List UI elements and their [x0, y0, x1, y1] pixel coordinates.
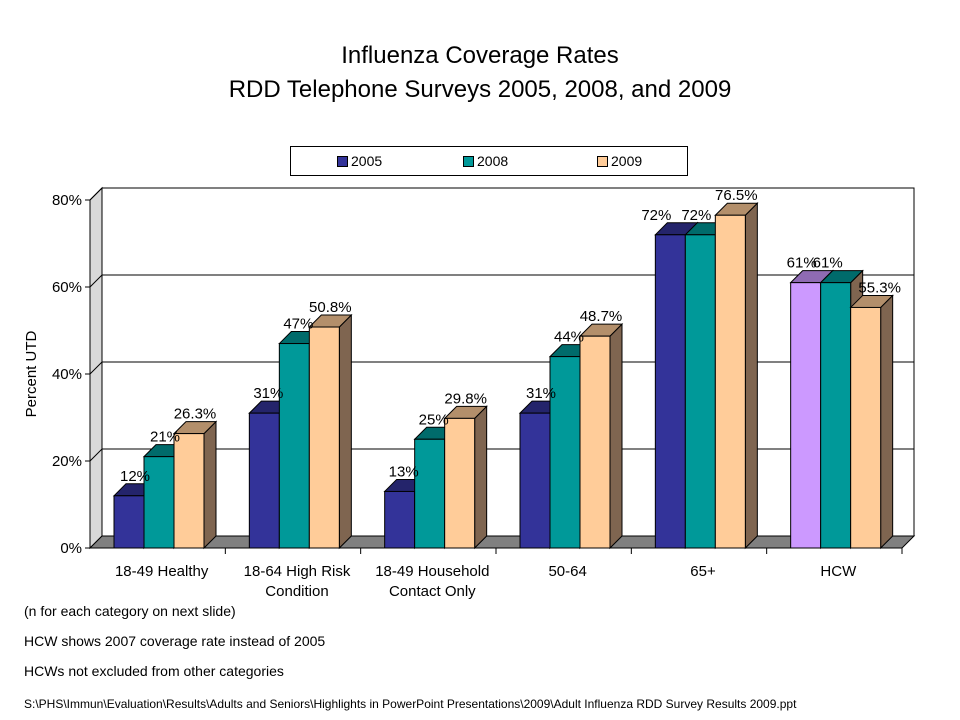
legend: 2005 2008 2009: [290, 146, 688, 176]
data-label: 47%: [283, 316, 313, 333]
data-label: 12%: [120, 468, 150, 485]
y-tick-label: 80%: [52, 192, 82, 209]
bar-2009-2: [444, 417, 476, 549]
bar-2009-1: [308, 326, 340, 549]
data-label: 76.5%: [715, 187, 758, 204]
y-axis-title: Percent UTD: [23, 330, 40, 417]
y-tick-label: 0%: [60, 540, 82, 557]
data-label: 55.3%: [858, 279, 901, 296]
note-hcw-not-excluded: HCWs not excluded from other categories: [24, 663, 284, 679]
data-label: 31%: [526, 385, 556, 402]
category-label: 18-49 Healthy: [115, 563, 209, 580]
data-label: 48.7%: [580, 308, 623, 325]
gridline-side: [89, 448, 103, 462]
bar-2008-1: [278, 343, 310, 549]
data-label: 72%: [641, 207, 671, 224]
bar-side: [474, 405, 488, 550]
data-label: 61%: [813, 255, 843, 272]
y-tick-label: 20%: [52, 453, 82, 470]
bar-2009-5: [850, 306, 882, 549]
legend-swatch: [597, 156, 608, 167]
data-label: 26.3%: [174, 406, 217, 423]
legend-swatch: [337, 156, 348, 167]
category-label: HCW: [820, 563, 857, 580]
bar-2009-4: [714, 214, 746, 549]
bar-2008-4: [684, 234, 716, 549]
bar-side: [609, 322, 623, 550]
bar-2005-5: [790, 282, 822, 549]
legend-swatch: [463, 156, 474, 167]
bar-2005-3: [519, 412, 551, 549]
bar-side: [880, 294, 894, 550]
legend-label: 2008: [477, 153, 509, 169]
bar-2009-3: [579, 335, 611, 549]
gridline-side: [89, 187, 103, 201]
chart-title: Influenza Coverage Rates: [341, 42, 619, 69]
category-label: 18-49 Household: [375, 563, 489, 580]
data-label: 31%: [253, 385, 283, 402]
bar-2009-0: [173, 433, 205, 549]
category-label: Condition: [265, 583, 328, 600]
category-label: Contact Only: [389, 583, 476, 600]
bar-2008-2: [414, 438, 446, 549]
bar-side: [744, 202, 758, 550]
data-label: 13%: [389, 463, 419, 480]
bar-2005-4: [654, 234, 686, 549]
bar-2005-0: [113, 495, 145, 549]
data-label: 44%: [554, 329, 584, 346]
bar-side: [203, 420, 217, 550]
bar-2005-1: [248, 412, 280, 549]
data-label: 50.8%: [309, 299, 352, 316]
data-label: 72%: [681, 207, 711, 224]
y-tick-label: 60%: [52, 279, 82, 296]
note-n-per-category: (n for each category on next slide): [24, 603, 236, 619]
bar-2005-2: [384, 490, 416, 549]
category-label: 18-64 High Risk: [244, 563, 351, 580]
chart-subtitle: RDD Telephone Surveys 2005, 2008, and 20…: [228, 76, 732, 103]
y-tick-label: 40%: [52, 366, 82, 383]
note-hcw-2007: HCW shows 2007 coverage rate instead of …: [24, 633, 326, 649]
category-label: 65+: [690, 563, 716, 580]
category-label: 50-64: [548, 563, 586, 580]
gridline-side: [89, 361, 103, 375]
file-path: S:\PHS\Immun\Evaluation\Results\Adults a…: [24, 697, 797, 711]
legend-label: 2009: [611, 153, 643, 169]
bar-side: [338, 313, 352, 550]
data-label: 29.8%: [444, 390, 487, 407]
bar-2008-5: [820, 282, 852, 549]
data-label: 61%: [787, 255, 817, 272]
legend-label: 2005: [351, 153, 383, 169]
gridline-side: [89, 274, 103, 288]
data-label: 21%: [150, 429, 180, 446]
data-label: 25%: [419, 411, 449, 428]
